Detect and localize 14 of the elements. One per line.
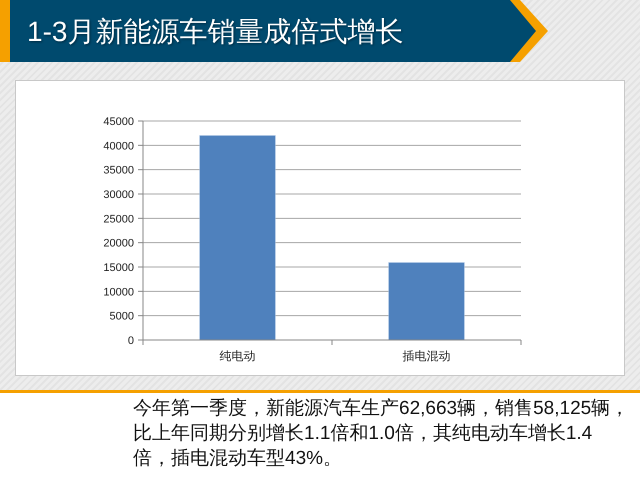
y-tick-label: 10000 [103,286,134,298]
chart-title: 1-3月新能源车销量成倍式增长 [27,15,404,49]
y-tick-label: 35000 [103,164,134,177]
y-tick-label: 30000 [103,189,134,201]
x-tick-label: 纯电动 [220,349,256,363]
y-tick-label: 5000 [110,310,134,323]
x-tick-label: 插电混动 [402,349,450,363]
text: 今年第一季度，新能源汽车生产62,663辆，销售58,125辆，比上年同期分别增长1.1倍和1.0倍，其纯电动车增长1.4倍，插电混动车型43%。 [133,397,630,471]
y-tick-label: 40000 [103,140,134,152]
y-tick-label: 15000 [103,262,134,274]
y-tick-label: 25000 [103,213,134,226]
y-tick-label: 20000 [103,238,134,250]
y-tick-label: 45000 [103,116,134,128]
y-tick-label: 0 [128,335,134,347]
